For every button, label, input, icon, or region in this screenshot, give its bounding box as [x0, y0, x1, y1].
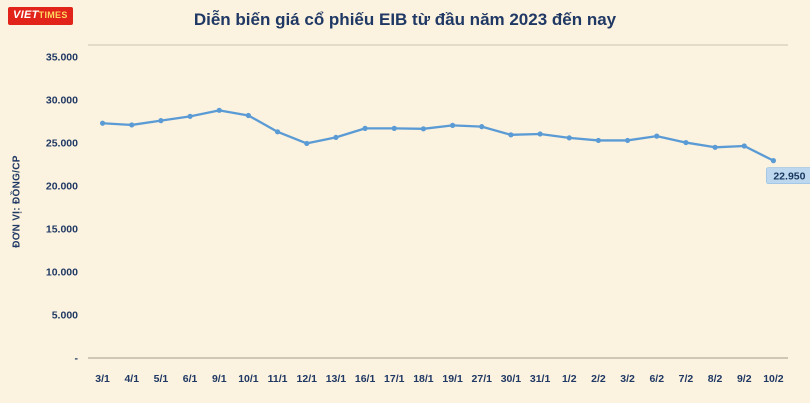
x-tick-label: 17/1 [384, 373, 405, 385]
x-tick-label: 1/2 [562, 373, 577, 385]
x-tick-label: 6/2 [649, 373, 664, 385]
x-tick-label: 10/2 [763, 373, 784, 385]
last-value-label: 22.950 [773, 171, 805, 183]
data-point-marker [362, 125, 368, 131]
data-point-marker [304, 140, 310, 147]
y-tick-label: 20.000 [46, 181, 78, 193]
data-point-marker [654, 133, 660, 139]
x-tick-label: 2/2 [591, 373, 606, 385]
x-tick-label: 5/1 [154, 373, 169, 385]
y-tick-label: 35.000 [46, 52, 78, 64]
data-point-marker [391, 125, 397, 131]
x-tick-label: 13/1 [326, 373, 347, 385]
viettimes-logo: VIETTIMES [8, 7, 73, 25]
y-tick-label: - [75, 353, 79, 365]
data-point-marker [216, 107, 222, 113]
data-point-marker [420, 126, 427, 132]
data-point-marker [99, 120, 106, 126]
data-point-marker [129, 122, 135, 128]
data-point-marker [683, 139, 689, 146]
y-axis-unit-label: ĐƠN VỊ: ĐỒNG/CP [11, 155, 23, 248]
x-tick-label: 27/1 [472, 373, 493, 385]
data-point-marker [274, 129, 281, 135]
x-tick-label: 7/2 [679, 373, 694, 385]
x-tick-label: 16/1 [355, 373, 376, 385]
eib-price-line-chart: 35.000 30.000 25.000 20.000 15.000 10.000 5.00… [46, 44, 810, 385]
x-tick-label: 19/1 [442, 373, 463, 385]
x-tick-label: 30/1 [501, 373, 522, 385]
last-value-label-box [766, 167, 810, 185]
data-point-marker [624, 137, 631, 144]
data-point-marker [537, 131, 543, 137]
data-point-marker [712, 144, 718, 150]
x-tick-label: 9/1 [212, 373, 227, 385]
chart-title: Diễn biến giá cổ phiếu EIB từ đầu năm 20… [193, 10, 617, 29]
y-tick-label: 15.000 [46, 224, 78, 236]
x-tick-label: 12/1 [297, 373, 318, 385]
data-point-marker [741, 143, 747, 149]
price-line [101, 109, 775, 162]
data-point-marker [566, 135, 572, 141]
y-tick-label: 10.000 [46, 267, 78, 279]
logo-text-main: VIET [13, 9, 39, 21]
x-tick-label: 3/2 [620, 373, 635, 385]
y-tick-label: 30.000 [46, 95, 78, 107]
data-point-marker [770, 158, 777, 164]
data-point-marker [479, 124, 485, 130]
x-tick-label: 10/1 [238, 373, 259, 385]
x-tick-label: 6/1 [183, 373, 198, 385]
x-tick-label: 11/1 [268, 373, 288, 385]
data-point-marker [187, 113, 193, 119]
data-point-marker [158, 118, 164, 124]
x-tick-label: 4/1 [124, 373, 139, 385]
data-point-marker [508, 132, 514, 138]
x-tick-label: 9/2 [737, 373, 752, 385]
data-point-marker [333, 134, 339, 141]
x-tick-label: 31/1 [530, 373, 551, 385]
x-tick-label: 8/2 [708, 373, 723, 385]
data-point-marker [245, 112, 252, 119]
y-tick-label: 5.000 [52, 310, 78, 322]
y-tick-label: 25.000 [46, 138, 78, 150]
logo-text-sub: TIMES [38, 10, 68, 20]
data-point-marker [595, 137, 602, 144]
x-tick-label: 18/1 [413, 373, 434, 385]
x-tick-label: 3/1 [95, 373, 110, 385]
data-point-marker [449, 122, 456, 128]
